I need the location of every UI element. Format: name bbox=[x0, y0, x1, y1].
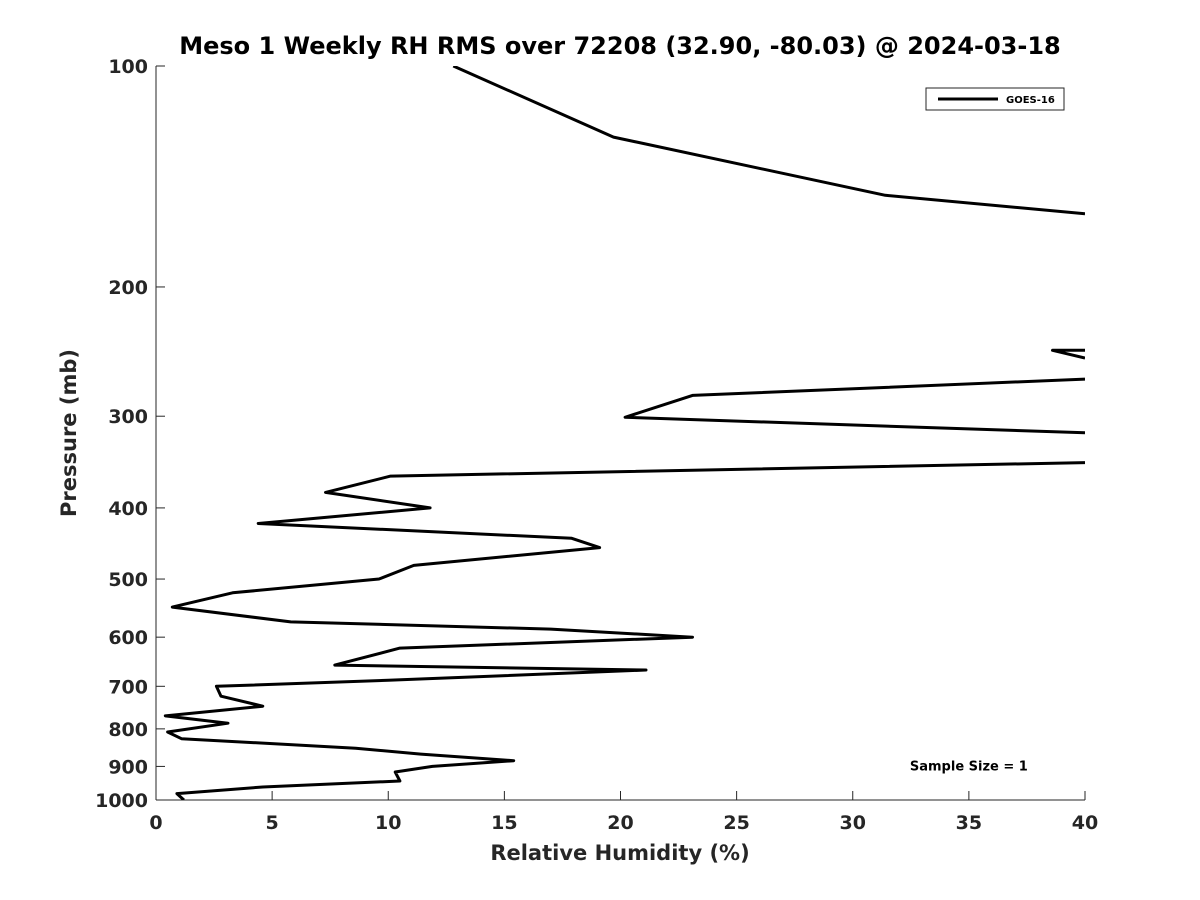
x-tick-label: 30 bbox=[840, 812, 866, 834]
x-tick-label: 25 bbox=[723, 812, 749, 834]
legend-label: GOES-16 bbox=[1006, 95, 1055, 106]
x-axis-label: Relative Humidity (%) bbox=[490, 841, 749, 865]
y-tick-label: 300 bbox=[108, 406, 148, 428]
sample-size-annotation: Sample Size = 1 bbox=[910, 760, 1028, 775]
annotations: Sample Size = 1 bbox=[910, 760, 1028, 775]
y-tick-label: 500 bbox=[108, 569, 148, 591]
x-tick-label: 0 bbox=[149, 812, 162, 834]
y-tick-label: 400 bbox=[108, 498, 148, 520]
axes: 0 5 10 15 20 25 30 35 40 100 200 300 400 500 600 700 800… bbox=[95, 56, 1098, 834]
y-axis-label: Pressure (mb) bbox=[57, 349, 81, 517]
y-tick-label: 100 bbox=[108, 56, 148, 78]
x-tick-label: 10 bbox=[375, 812, 401, 834]
x-tick-label: 35 bbox=[956, 812, 982, 834]
y-tick-label: 200 bbox=[108, 277, 148, 299]
x-tick-label: 15 bbox=[491, 812, 517, 834]
plot-area bbox=[163, 66, 1085, 800]
legend: GOES-16 bbox=[925, 87, 1065, 111]
y-tick-label: 1000 bbox=[95, 790, 148, 812]
y-tick-label: 800 bbox=[108, 719, 148, 741]
series-line bbox=[163, 66, 1085, 800]
chart-title: Meso 1 Weekly RH RMS over 72208 (32.90, … bbox=[179, 32, 1061, 60]
y-tick-label: 600 bbox=[108, 627, 148, 649]
x-tick-label: 40 bbox=[1072, 812, 1098, 834]
x-tick-label: 20 bbox=[607, 812, 633, 834]
x-tick-label: 5 bbox=[266, 812, 279, 834]
y-tick-label: 900 bbox=[108, 756, 148, 778]
y-tick-label: 700 bbox=[108, 676, 148, 698]
